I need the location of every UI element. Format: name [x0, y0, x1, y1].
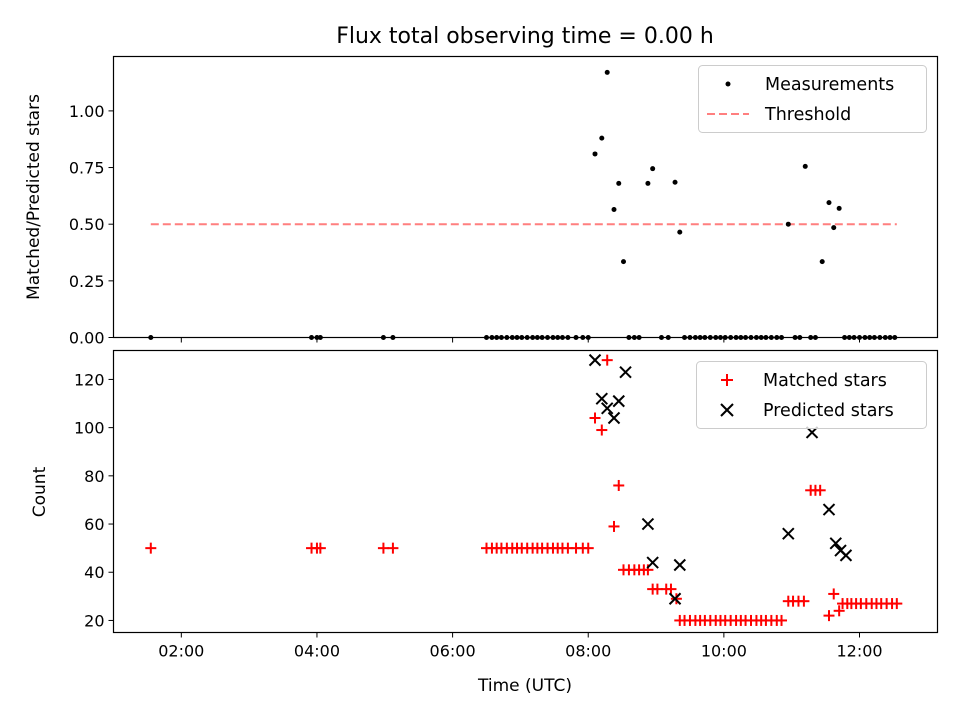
- predicted-stars-point: [612, 394, 625, 408]
- measurements-point: [616, 180, 622, 186]
- matched-stars-point: [891, 598, 903, 610]
- y-tick-label: 80: [84, 467, 104, 486]
- predicted-stars-point: [607, 411, 621, 425]
- top-plot-frame: [112, 55, 939, 339]
- top-y-axis: 0.00 0.25 0.50 0.75 1.00: [69, 102, 114, 348]
- measurements-point: [650, 166, 656, 172]
- predicted-stars-point: [782, 527, 795, 540]
- bottom-panel-marks: [145, 353, 903, 626]
- legend-measurements-label: Measurements: [765, 75, 894, 95]
- legend-matched-marker: [721, 374, 733, 386]
- matched-stars-point: [601, 354, 613, 366]
- matched-stars-point: [665, 583, 677, 595]
- matched-stars-point: [608, 520, 620, 532]
- y-tick-label: 0.75: [69, 159, 105, 178]
- predicted-stars-point: [822, 503, 836, 516]
- bottom-plot-frame: [112, 349, 939, 634]
- measurements-point: [645, 180, 651, 186]
- predicted-stars-point: [619, 365, 632, 379]
- matched-stars-point: [798, 595, 810, 607]
- x-tick-label: 08:00: [565, 642, 611, 661]
- legend-threshold-label: Threshold: [764, 105, 851, 125]
- matched-stars-point: [377, 542, 389, 554]
- matched-stars-point: [596, 424, 608, 436]
- bottom-legend: Matched stars Predicted stars: [696, 361, 927, 429]
- measurements-point: [592, 151, 598, 157]
- measurements-point: [831, 225, 837, 231]
- top-legend: Measurements Threshold: [698, 65, 927, 133]
- chart-title: Flux total observing time = 0.00 h: [336, 24, 714, 49]
- predicted-stars-point: [673, 558, 686, 572]
- y-tick-label: 120: [74, 370, 105, 389]
- matched-stars-point: [814, 484, 826, 496]
- matched-stars-point: [589, 412, 601, 424]
- y-tick-label: 1.00: [69, 102, 105, 121]
- matched-stars-point: [828, 588, 840, 600]
- x-tick-label: 04:00: [294, 642, 340, 661]
- matched-stars-point: [823, 610, 835, 622]
- measurements-point: [620, 259, 626, 265]
- legend-matched-label: Matched stars: [763, 371, 887, 391]
- predicted-stars-point: [641, 517, 655, 531]
- predicted-stars-point: [839, 549, 853, 562]
- y-tick-label: 0.00: [69, 329, 105, 348]
- bottom-y-axis: 20 40 60 80 100 120: [74, 370, 114, 630]
- measurements-point: [611, 206, 617, 212]
- y-tick-label: 60: [84, 515, 104, 534]
- top-legend-box: [698, 65, 927, 133]
- bottom-y-axis-label: Count: [30, 466, 50, 517]
- predicted-stars-point: [588, 353, 602, 367]
- bottom-legend-box: [696, 361, 927, 429]
- matched-stars-point: [613, 479, 625, 491]
- measurements-point: [785, 221, 791, 227]
- top-x-axis: [180, 337, 861, 343]
- bottom-panel: 20 40 60 80 100 120 02:00 04:00 06:00 08:00 10:00…: [30, 349, 939, 696]
- y-tick-label: 0.50: [69, 215, 105, 234]
- matched-stars-point: [314, 542, 326, 554]
- y-tick-label: 100: [74, 419, 105, 438]
- x-tick-label: 06:00: [430, 642, 476, 661]
- predicted-stars-point: [595, 392, 609, 405]
- x-tick-label: 02:00: [158, 642, 204, 661]
- measurements-point: [826, 200, 832, 206]
- y-tick-label: 20: [84, 611, 104, 630]
- predicted-stars-point: [668, 592, 682, 605]
- predicted-stars-point: [829, 537, 842, 550]
- top-panel: 0.00 0.25 0.50 0.75 1.00 Matched/Predicted s…: [24, 55, 939, 348]
- x-axis-label: Time (UTC): [477, 676, 572, 696]
- matched-stars-point: [582, 542, 594, 554]
- x-tick-label: 12:00: [836, 642, 882, 661]
- matched-stars-point: [145, 542, 157, 554]
- x-tick-label: 10:00: [701, 642, 747, 661]
- measurements-point: [672, 179, 678, 185]
- measurements-point: [819, 259, 825, 265]
- legend-measurements-marker: [725, 81, 731, 87]
- predicted-stars-point: [646, 556, 659, 569]
- matched-stars-point: [833, 605, 845, 617]
- measurements-point: [604, 69, 610, 75]
- y-tick-label: 0.25: [69, 272, 105, 291]
- legend-predicted-marker: [720, 403, 734, 417]
- measurements-point: [836, 205, 842, 211]
- measurements-point: [599, 135, 605, 141]
- predicted-stars-point: [601, 402, 614, 415]
- matched-stars-point: [776, 614, 788, 626]
- top-y-axis-label: Matched/Predicted stars: [24, 94, 44, 300]
- measurements-point: [677, 229, 683, 235]
- y-tick-label: 40: [84, 563, 104, 582]
- bottom-x-axis: 02:00 04:00 06:00 08:00 10:00 12:00: [158, 632, 883, 661]
- legend-predicted-label: Predicted stars: [763, 401, 894, 421]
- matched-stars-point: [387, 542, 399, 554]
- measurements-point: [802, 163, 808, 169]
